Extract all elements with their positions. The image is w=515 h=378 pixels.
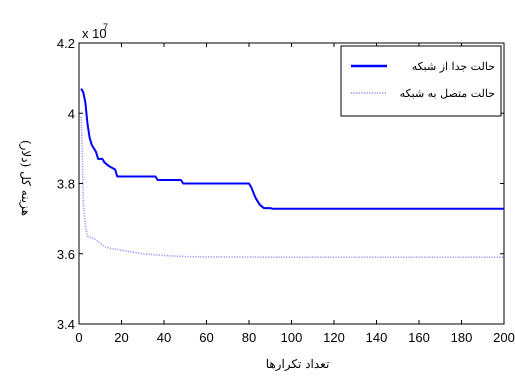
y-exponent-power: 7 (103, 22, 108, 32)
x-tick-label: 100 (281, 330, 303, 345)
legend-label-1: حالت جدا از شبکه (412, 60, 495, 73)
x-tick-label: 180 (451, 330, 473, 345)
x-tick-label: 140 (366, 330, 388, 345)
legend-label-2: حالت متصل به شبکه (400, 87, 495, 100)
legend: حالت جدا از شبکه حالت متصل به شبکه (340, 45, 502, 117)
y-tick-label: 3.4 (57, 317, 75, 332)
y-tick-label: 3.8 (57, 177, 75, 192)
x-tick-label: 200 (493, 330, 515, 345)
x-axis-label: تعداد تکرارها (266, 357, 330, 371)
series-line-1 (80, 88, 504, 210)
x-tick-label: 0 (75, 330, 82, 345)
series-line-2 (80, 116, 504, 259)
x-tick-label: 40 (157, 330, 171, 345)
y-tick-label: 4.2 (57, 36, 75, 51)
x-tick-label: 80 (242, 330, 256, 345)
x-tick-label: 20 (114, 330, 128, 345)
y-tick-label: 4 (68, 106, 75, 121)
legend-box (340, 45, 502, 117)
x-tick-label: 120 (323, 330, 345, 345)
y-tick-label: 3.6 (57, 247, 75, 262)
x-tick-label: 60 (199, 330, 213, 345)
y-exponent-label: x 10 (82, 26, 107, 41)
y-axis-label: هزینه کل (دلار) (19, 140, 33, 216)
x-tick-label: 160 (408, 330, 430, 345)
